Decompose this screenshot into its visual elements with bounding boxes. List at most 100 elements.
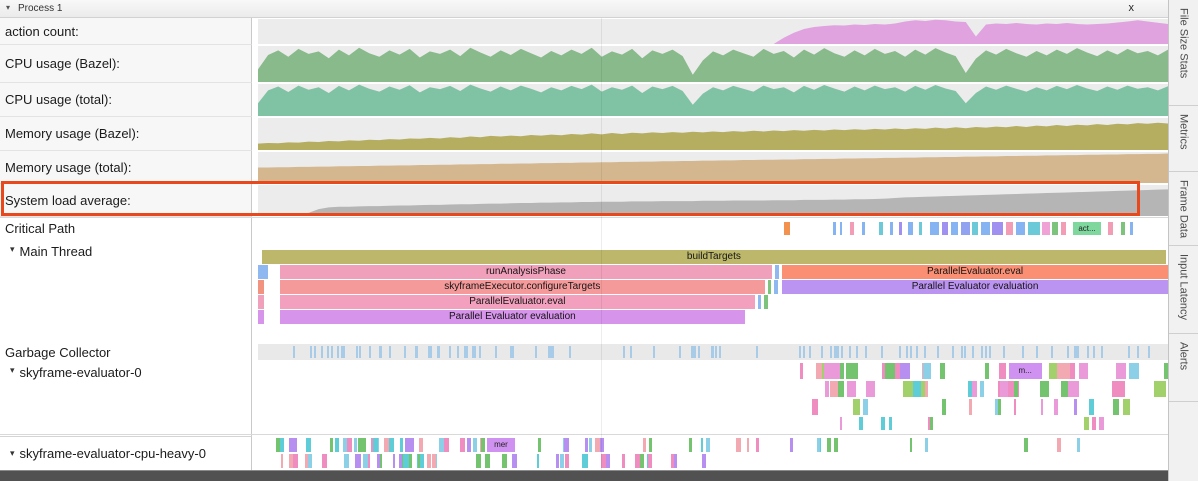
trace-slice[interactable]: buildTargets — [261, 250, 1167, 264]
trace-event[interactable] — [1061, 381, 1073, 397]
trace-event[interactable] — [473, 346, 476, 358]
horizontal-scrollbar[interactable] — [0, 470, 1168, 481]
tab-file-size-stats[interactable]: File Size Stats — [1169, 0, 1198, 106]
trace-event[interactable] — [693, 346, 696, 358]
trace-event[interactable] — [552, 346, 555, 358]
trace-event[interactable] — [313, 346, 316, 358]
trace-event[interactable] — [916, 381, 929, 397]
trace-event[interactable] — [881, 417, 885, 430]
trace-event[interactable] — [700, 438, 704, 452]
trace-event[interactable] — [825, 381, 829, 397]
trace-event[interactable] — [388, 438, 394, 452]
trace-event[interactable] — [538, 438, 541, 452]
trace-event[interactable] — [1083, 417, 1089, 430]
trace-slice-small[interactable] — [258, 265, 268, 279]
trace-event[interactable] — [674, 454, 677, 468]
critical-path-tick[interactable] — [1107, 222, 1114, 235]
trace-event[interactable] — [415, 346, 418, 358]
trace-slice[interactable]: Parallel Evaluator evaluation — [279, 310, 745, 324]
trace-event[interactable] — [1067, 363, 1076, 379]
trace-event[interactable] — [1125, 399, 1131, 415]
trace-event[interactable] — [812, 399, 818, 415]
mem-bazel-chart[interactable] — [258, 118, 1168, 150]
trace-event[interactable] — [405, 438, 411, 452]
system-load-chart[interactable] — [258, 185, 1168, 216]
trace-event[interactable] — [429, 346, 432, 358]
critical-path-tick[interactable] — [942, 222, 948, 235]
trace-event[interactable] — [816, 438, 820, 452]
critical-path-tick[interactable] — [833, 222, 836, 235]
trace-event[interactable] — [1053, 399, 1059, 415]
critical-path-tick[interactable] — [1006, 222, 1014, 235]
trace-event[interactable] — [449, 346, 452, 358]
trace-event[interactable] — [1075, 346, 1078, 358]
trace-event[interactable] — [418, 438, 423, 452]
trace-event[interactable] — [913, 381, 922, 397]
trace-event[interactable] — [466, 438, 471, 452]
trace-event[interactable] — [692, 346, 695, 358]
trace-slice-small[interactable] — [774, 265, 779, 279]
trace-slice[interactable]: Parallel Evaluator evaluation — [782, 280, 1168, 294]
trace-event[interactable] — [356, 346, 359, 358]
trace-event[interactable] — [697, 346, 700, 358]
trace-slice[interactable]: m... — [1008, 363, 1042, 379]
trace-event[interactable] — [623, 346, 626, 358]
trace-event[interactable] — [679, 346, 682, 358]
critical-path-tick[interactable] — [1120, 222, 1126, 235]
trace-event[interactable] — [899, 363, 910, 379]
trace-event[interactable] — [564, 454, 569, 468]
trace-event[interactable] — [334, 438, 340, 452]
critical-path-tick[interactable] — [1027, 222, 1040, 235]
trace-event[interactable] — [292, 454, 299, 468]
trace-event[interactable] — [369, 346, 372, 358]
trace-event[interactable] — [294, 438, 297, 452]
counter-track-mem-bazel[interactable] — [258, 118, 1168, 150]
trace-event[interactable] — [342, 346, 345, 358]
trace-event[interactable] — [359, 346, 362, 358]
trace-event[interactable] — [392, 454, 395, 468]
trace-event[interactable] — [1074, 399, 1077, 415]
trace-event[interactable] — [363, 454, 368, 468]
trace-event[interactable] — [1067, 346, 1070, 358]
trace-event[interactable] — [718, 346, 721, 358]
trace-event[interactable] — [388, 346, 391, 358]
trace-event[interactable] — [756, 346, 759, 358]
trace-event[interactable] — [635, 454, 640, 468]
trace-event[interactable] — [940, 363, 945, 379]
trace-event[interactable] — [835, 346, 838, 358]
trace-event[interactable] — [439, 438, 444, 452]
trace-event[interactable] — [1100, 346, 1103, 358]
critical-path-tick[interactable] — [960, 222, 970, 235]
trace-event[interactable] — [1088, 399, 1095, 415]
trace-event[interactable] — [881, 346, 884, 358]
trace-event[interactable] — [858, 417, 863, 430]
trace-event[interactable] — [841, 346, 844, 358]
trace-event[interactable] — [799, 363, 804, 379]
trace-event[interactable] — [888, 417, 893, 430]
critical-path-tick[interactable] — [878, 222, 884, 235]
trace-event[interactable] — [304, 454, 309, 468]
trace-event[interactable] — [903, 381, 914, 397]
trace-event[interactable] — [798, 346, 801, 358]
trace-event[interactable] — [1076, 438, 1081, 452]
counter-track-mem-total[interactable] — [258, 152, 1168, 183]
close-button[interactable]: x — [1128, 2, 1135, 14]
trace-event[interactable] — [1128, 363, 1139, 379]
critical-path-tick[interactable] — [850, 222, 855, 235]
trace-event[interactable] — [280, 454, 283, 468]
trace-event[interactable] — [377, 454, 380, 468]
trace-event[interactable] — [802, 346, 805, 358]
trace-event[interactable] — [824, 363, 829, 379]
collapse-icon[interactable]: ▾ — [10, 448, 15, 458]
trace-event[interactable] — [826, 438, 831, 452]
trace-event[interactable] — [856, 346, 859, 358]
trace-event[interactable] — [1127, 346, 1130, 358]
trace-event[interactable] — [821, 346, 824, 358]
trace-event[interactable] — [534, 346, 537, 358]
trace-event[interactable] — [1154, 381, 1166, 397]
trace-event[interactable] — [289, 454, 294, 468]
trace-event[interactable] — [378, 346, 381, 358]
trace-slice[interactable]: ParallelEvaluator.eval — [782, 265, 1168, 279]
trace-event[interactable] — [936, 346, 939, 358]
critical-path-tick[interactable] — [1042, 222, 1050, 235]
